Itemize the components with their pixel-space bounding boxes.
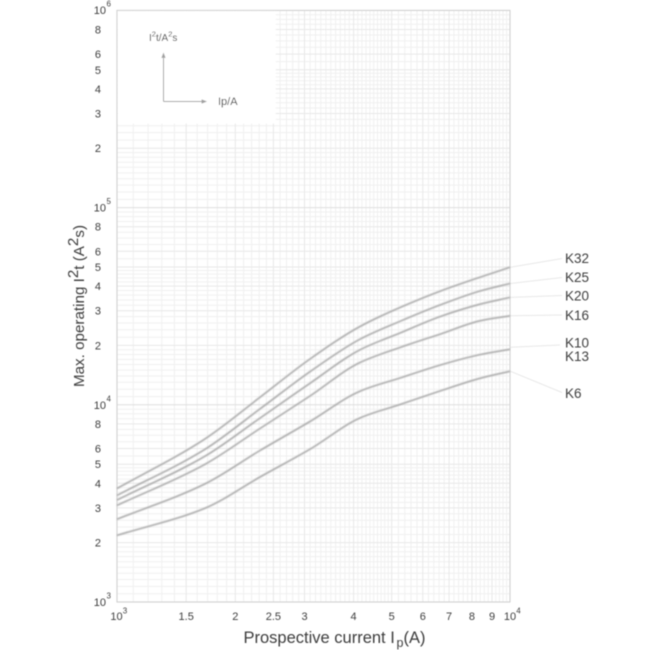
svg-text:4: 4 [107,394,112,403]
svg-text:5: 5 [389,611,395,623]
svg-text:3: 3 [95,306,101,318]
svg-text:4: 4 [95,281,101,293]
svg-text:3: 3 [301,611,307,623]
svg-text:6: 6 [420,611,426,623]
svg-text:2.5: 2.5 [266,611,281,623]
svg-text:6: 6 [107,0,112,9]
svg-text:8: 8 [95,25,101,37]
svg-text:K32: K32 [565,251,589,266]
svg-text:K6: K6 [565,386,582,401]
svg-text:5: 5 [95,459,101,471]
svg-text:K20: K20 [565,289,589,304]
svg-text:Max. operating I2t (A2s): Max. operating I2t (A2s) [65,225,88,387]
svg-text:1.5: 1.5 [179,611,194,623]
svg-text:10: 10 [94,203,106,215]
svg-text:10: 10 [110,611,122,623]
svg-text:8: 8 [95,222,101,234]
svg-text:10: 10 [94,597,106,609]
svg-text:5: 5 [95,65,101,77]
svg-text:6: 6 [95,49,101,61]
svg-text:2: 2 [95,538,101,550]
svg-text:3: 3 [95,503,101,515]
svg-text:7: 7 [446,611,452,623]
svg-text:8: 8 [95,419,101,431]
svg-text:3: 3 [95,109,101,121]
svg-text:5: 5 [95,262,101,274]
svg-text:9: 9 [489,611,495,623]
svg-text:K10: K10 [565,336,589,351]
svg-text:4: 4 [516,607,521,616]
svg-text:6: 6 [95,246,101,258]
svg-text:10: 10 [504,611,516,623]
svg-text:5: 5 [107,197,112,206]
svg-text:K13: K13 [565,349,589,364]
svg-text:10: 10 [94,400,106,412]
svg-text:p: p [397,636,404,650]
svg-text:K16: K16 [565,308,589,323]
svg-text:3: 3 [107,592,112,601]
svg-text:4: 4 [95,84,101,96]
svg-text:2: 2 [95,340,101,352]
svg-text:3: 3 [123,607,128,616]
svg-text:2: 2 [232,611,238,623]
svg-text:(A): (A) [404,629,426,647]
svg-text:8: 8 [469,611,475,623]
svg-text:Ip/A: Ip/A [218,96,238,108]
svg-text:Prospective current I: Prospective current I [244,629,395,647]
svg-text:6: 6 [95,444,101,456]
svg-text:4: 4 [95,478,101,490]
svg-text:2: 2 [95,143,101,155]
svg-text:K25: K25 [565,270,589,285]
svg-text:10: 10 [94,5,106,17]
svg-text:4: 4 [351,611,357,623]
